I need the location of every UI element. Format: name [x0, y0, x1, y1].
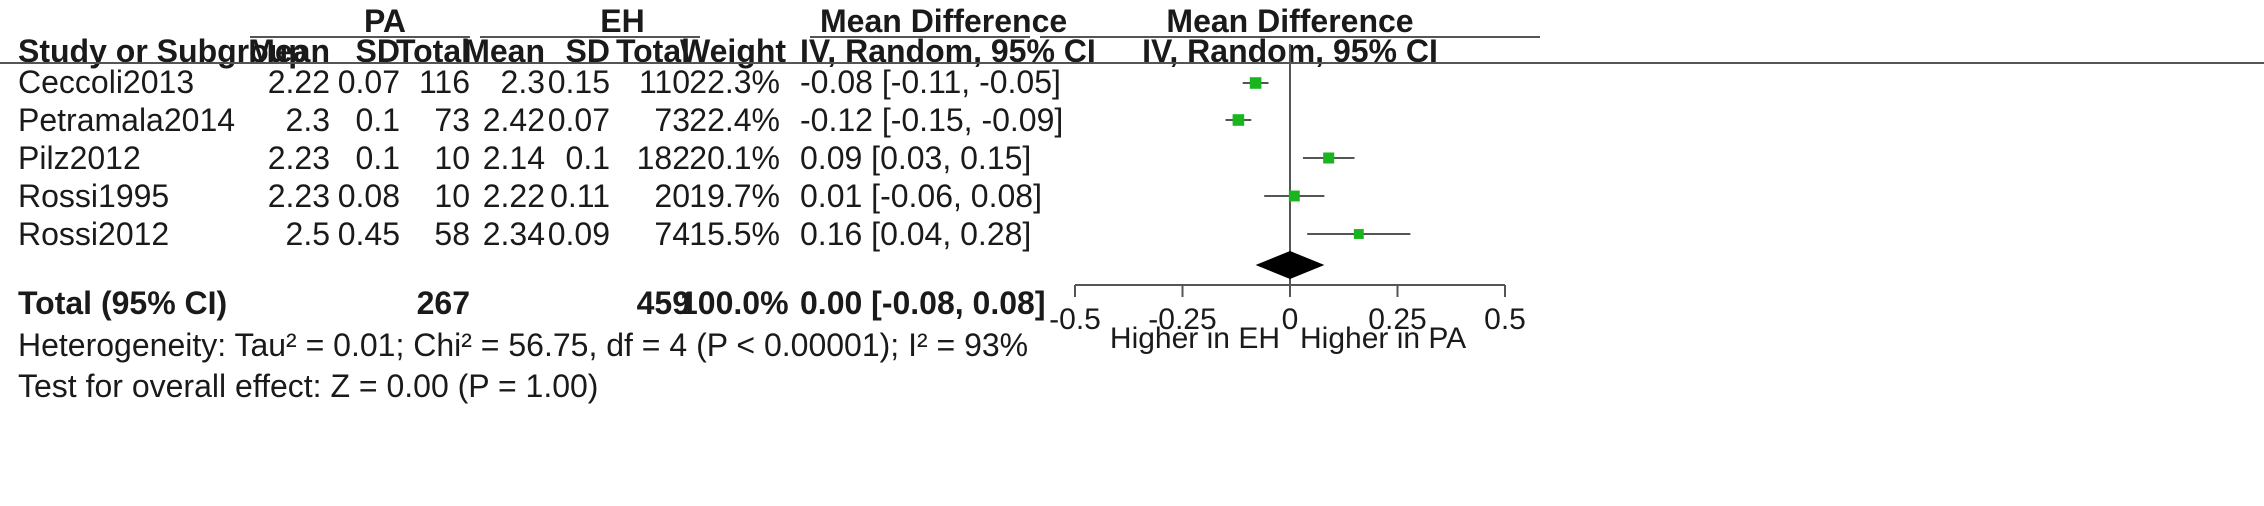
ci-value: -0.12 [-0.15, -0.09] — [800, 102, 1064, 138]
sd2-value: 0.09 — [547, 216, 610, 252]
ci-value: 0.16 [0.04, 0.28] — [800, 216, 1032, 252]
weight-value: 20.1% — [689, 140, 780, 176]
group1-header: PA — [363, 3, 407, 39]
group1-underline — [250, 36, 470, 38]
mean2-value: 2.42 — [482, 102, 545, 138]
md-plot-underline — [1040, 36, 1540, 38]
study-name: Rossi1995 — [18, 178, 170, 214]
pooled-ci: 0.00 [-0.08, 0.08] — [800, 285, 1046, 321]
x-label-right: Higher in PA — [1300, 322, 1466, 355]
study-point — [1323, 152, 1335, 164]
x-tick-label: -0.5 — [1049, 303, 1101, 336]
header-rule — [0, 62, 2264, 64]
total-weight: 100.0% — [680, 285, 789, 321]
sd1-value: 0.08 — [337, 178, 400, 214]
ci-value: 0.09 [0.03, 0.15] — [800, 140, 1032, 176]
mean1-value: 2.23 — [267, 178, 330, 214]
mean2-value: 2.22 — [482, 178, 545, 214]
study-point — [1232, 114, 1245, 126]
total2-value: 20 — [654, 178, 690, 214]
sd1-value: 0.45 — [337, 216, 400, 252]
sd2-value: 0.1 — [565, 140, 610, 176]
study-name: Petramala2014 — [18, 102, 236, 138]
mean1-value: 2.3 — [285, 102, 330, 138]
mean1-value: 2.22 — [267, 64, 330, 100]
weight-value: 19.7% — [689, 178, 780, 214]
total1-value: 10 — [434, 140, 470, 176]
weight-value: 15.5% — [689, 216, 780, 252]
study-name: Ceccoli2013 — [18, 64, 195, 100]
weight-value: 22.3% — [689, 64, 780, 100]
x-tick-label: 0 — [1282, 303, 1299, 336]
sd2-value: 0.11 — [550, 178, 610, 214]
sd2-value: 0.07 — [547, 102, 610, 138]
study-point — [1353, 229, 1364, 239]
md-table-underline — [810, 36, 1030, 38]
mean2-value: 2.3 — [500, 64, 545, 100]
sd1-value: 0.1 — [355, 102, 400, 138]
total1-value: 116 — [418, 64, 470, 100]
mean2-value: 2.14 — [482, 140, 545, 176]
total1-value: 58 — [434, 216, 470, 252]
pooled-diamond — [1255, 251, 1325, 279]
group2-underline — [480, 36, 700, 38]
x-tick-label: -0.25 — [1148, 303, 1216, 336]
study-point — [1249, 77, 1262, 89]
x-label-left: Higher in EH — [1110, 322, 1280, 355]
weight-value: 22.4% — [689, 102, 780, 138]
sd2-value: 0.15 — [547, 64, 610, 100]
x-tick-label: 0.25 — [1368, 303, 1426, 336]
x-tick-label: 0.5 — [1484, 303, 1526, 336]
heterogeneity-text: Heterogeneity: Tau² = 0.01; Chi² = 56.75… — [18, 327, 1029, 363]
total2-sum: 459 — [636, 285, 690, 321]
total2-value: 110 — [638, 64, 690, 100]
total2-value: 182 — [636, 140, 690, 176]
ci-value: 0.01 [-0.06, 0.08] — [800, 178, 1042, 214]
md-table-title: Mean Difference — [820, 3, 1068, 39]
mean1-value: 2.23 — [267, 140, 330, 176]
total-label: Total (95% CI) — [18, 285, 228, 321]
overall-effect-text: Test for overall effect: Z = 0.00 (P = 1… — [18, 368, 599, 404]
study-point — [1288, 190, 1300, 202]
total2-value: 73 — [654, 102, 690, 138]
mean2-value: 2.34 — [482, 216, 545, 252]
mean1-value: 2.5 — [285, 216, 330, 252]
study-name: Rossi2012 — [18, 216, 170, 252]
total1-value: 73 — [434, 102, 470, 138]
total2-value: 74 — [654, 216, 690, 252]
sd1-value: 0.1 — [355, 140, 400, 176]
total1-value: 10 — [434, 178, 470, 214]
md-plot-title: Mean Difference — [1166, 3, 1414, 39]
group2-header: EH — [600, 3, 645, 39]
sd1-value: 0.07 — [337, 64, 400, 100]
ci-value: -0.08 [-0.11, -0.05] — [800, 64, 1061, 100]
total1-sum: 267 — [416, 285, 470, 321]
study-name: Pilz2012 — [18, 140, 141, 176]
